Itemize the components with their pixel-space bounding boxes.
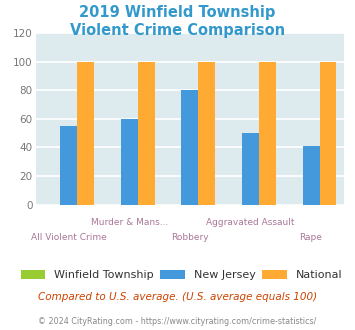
Bar xyxy=(198,62,215,205)
Text: © 2024 CityRating.com - https://www.cityrating.com/crime-statistics/: © 2024 CityRating.com - https://www.city… xyxy=(38,317,317,326)
Text: Compared to U.S. average. (U.S. average equals 100): Compared to U.S. average. (U.S. average … xyxy=(38,292,317,302)
Text: Robbery: Robbery xyxy=(171,233,209,242)
Bar xyxy=(320,62,337,205)
Bar xyxy=(77,62,94,205)
Legend: Winfield Township, New Jersey, National: Winfield Township, New Jersey, National xyxy=(16,265,347,285)
Bar xyxy=(60,126,77,205)
Text: Rape: Rape xyxy=(300,233,322,242)
Bar xyxy=(259,62,276,205)
Bar xyxy=(121,119,138,205)
Bar xyxy=(302,146,320,205)
Bar xyxy=(242,133,259,205)
Bar xyxy=(138,62,155,205)
Text: 2019 Winfield Township
Violent Crime Comparison: 2019 Winfield Township Violent Crime Com… xyxy=(70,5,285,38)
Text: All Violent Crime: All Violent Crime xyxy=(31,233,107,242)
Text: Murder & Mans...: Murder & Mans... xyxy=(91,218,168,227)
Bar xyxy=(181,90,198,205)
Text: Aggravated Assault: Aggravated Assault xyxy=(206,218,295,227)
